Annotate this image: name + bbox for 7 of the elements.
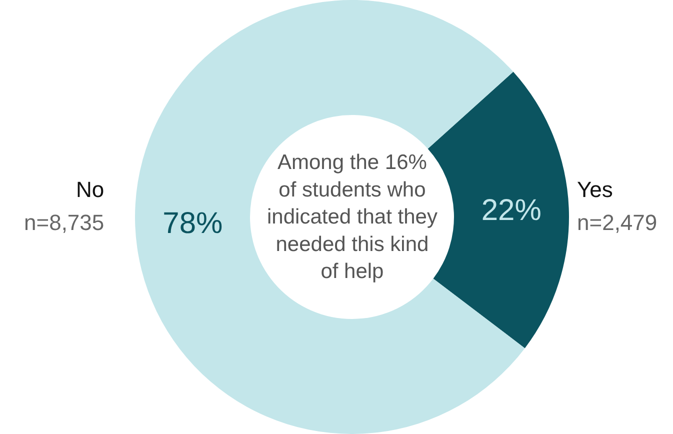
slice-label: Yes [577, 177, 613, 202]
text: Among the 16% of students who indicated that they needed this kind of help [267, 151, 438, 284]
slice-label: No [76, 177, 104, 202]
data-label: 22% [481, 194, 542, 227]
text: n=8,735 [24, 210, 104, 235]
text: n=2,479 [577, 210, 658, 235]
data-label: 78% [162, 207, 223, 240]
